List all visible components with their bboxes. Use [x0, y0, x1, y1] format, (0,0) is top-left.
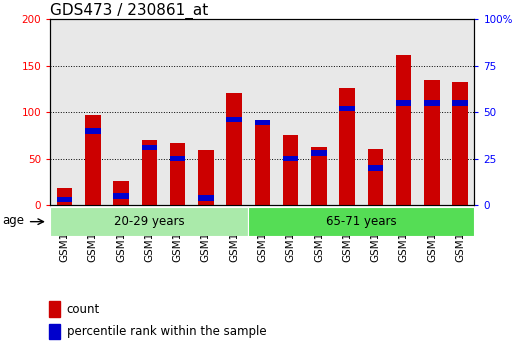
Bar: [198, 195, 214, 200]
Text: GSM10365: GSM10365: [314, 205, 324, 262]
Text: GSM10362: GSM10362: [229, 205, 239, 262]
Bar: [142, 140, 157, 205]
Text: GSM10363: GSM10363: [258, 205, 267, 262]
Text: GSM10367: GSM10367: [370, 205, 381, 262]
Bar: [254, 120, 270, 205]
Bar: [57, 197, 72, 203]
Bar: [368, 165, 383, 171]
Bar: [254, 120, 270, 125]
Bar: [311, 150, 326, 156]
Text: GSM10361: GSM10361: [201, 205, 211, 262]
Bar: [453, 100, 468, 106]
Text: GSM10355: GSM10355: [88, 205, 98, 262]
Bar: [424, 100, 440, 106]
Bar: [57, 188, 72, 205]
Text: GDS473 / 230861_at: GDS473 / 230861_at: [50, 3, 209, 19]
Bar: [226, 117, 242, 122]
Bar: [113, 181, 129, 205]
Bar: [424, 80, 440, 205]
Bar: [283, 156, 298, 161]
Text: GSM10369: GSM10369: [427, 205, 437, 262]
Bar: [226, 93, 242, 205]
Bar: [283, 135, 298, 205]
Bar: [198, 150, 214, 205]
Text: GSM10370: GSM10370: [455, 205, 465, 262]
Bar: [85, 115, 101, 205]
Bar: [50, 207, 248, 236]
Text: count: count: [67, 303, 100, 316]
Bar: [311, 147, 326, 205]
Text: GSM10364: GSM10364: [286, 205, 296, 262]
Bar: [396, 55, 411, 205]
Bar: [170, 143, 185, 205]
Bar: [339, 88, 355, 205]
Text: age: age: [3, 214, 24, 227]
Bar: [142, 145, 157, 150]
Text: 20-29 years: 20-29 years: [114, 215, 184, 228]
Bar: [248, 207, 474, 236]
Bar: [396, 100, 411, 106]
Bar: [49, 301, 60, 317]
Text: GSM10366: GSM10366: [342, 205, 352, 262]
Bar: [368, 149, 383, 205]
Text: GSM10359: GSM10359: [144, 205, 154, 262]
Bar: [85, 128, 101, 134]
Bar: [170, 156, 185, 161]
Bar: [453, 82, 468, 205]
Text: GSM10360: GSM10360: [173, 205, 182, 262]
Bar: [113, 193, 129, 199]
Text: GSM10354: GSM10354: [59, 205, 69, 262]
Text: percentile rank within the sample: percentile rank within the sample: [67, 325, 266, 338]
Bar: [339, 106, 355, 111]
Text: 65-71 years: 65-71 years: [326, 215, 396, 228]
Text: GSM10356: GSM10356: [116, 205, 126, 262]
Bar: [49, 324, 60, 339]
Text: GSM10368: GSM10368: [399, 205, 409, 262]
